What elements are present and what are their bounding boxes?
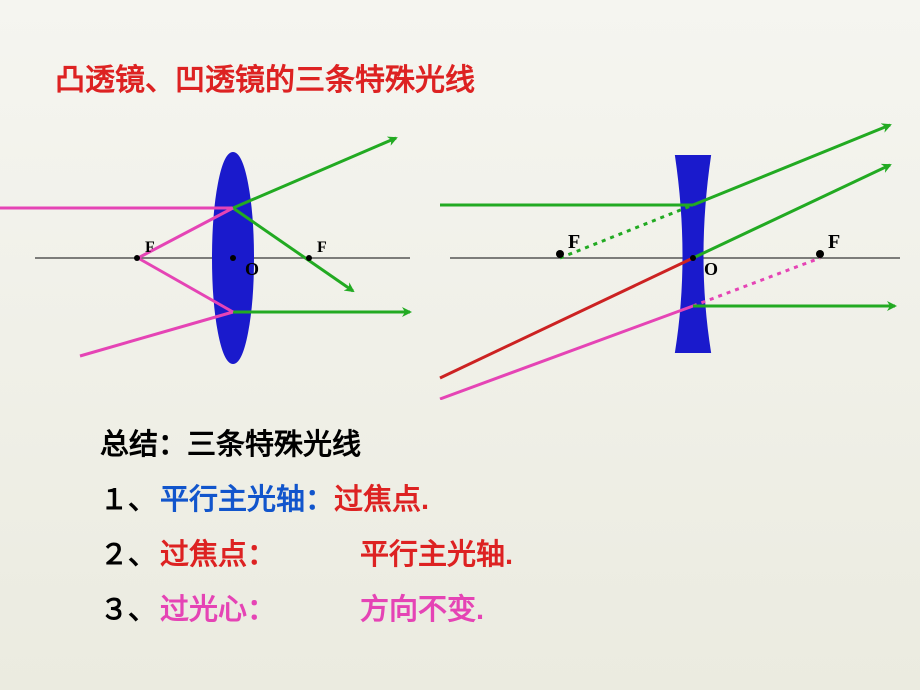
summary-row-3: ３、过光心： 方向不变. [100, 583, 513, 638]
row-result: 方向不变. [360, 594, 484, 626]
summary-block: 总结：三条特殊光线 １、平行主光轴：过焦点. ２、过焦点： 平行主光轴. ３、过光… [100, 418, 513, 638]
svg-text:F: F [828, 231, 840, 253]
summary-heading: 总结：三条特殊光线 [100, 418, 513, 473]
svg-text:O: O [245, 259, 259, 279]
lens-diagrams: F F O F F O [0, 120, 920, 400]
svg-text:F: F [317, 239, 327, 256]
row-num: ３、 [100, 583, 156, 636]
row-label: 过光心： [160, 594, 276, 626]
svg-text:F: F [145, 239, 155, 256]
row-label: 平行主光轴： [160, 484, 334, 516]
row-result: 过焦点. [334, 484, 429, 516]
row-result: 平行主光轴. [360, 539, 513, 571]
svg-text:F: F [568, 231, 580, 253]
row-label: 过焦点： [160, 539, 276, 571]
svg-text:O: O [704, 259, 718, 279]
row-num: １、 [100, 473, 156, 526]
slide-title: 凸透镜、凹透镜的三条特殊光线 [55, 55, 475, 99]
summary-row-2: ２、过焦点： 平行主光轴. [100, 528, 513, 583]
row-num: ２、 [100, 528, 156, 581]
summary-row-1: １、平行主光轴：过焦点. [100, 473, 513, 528]
